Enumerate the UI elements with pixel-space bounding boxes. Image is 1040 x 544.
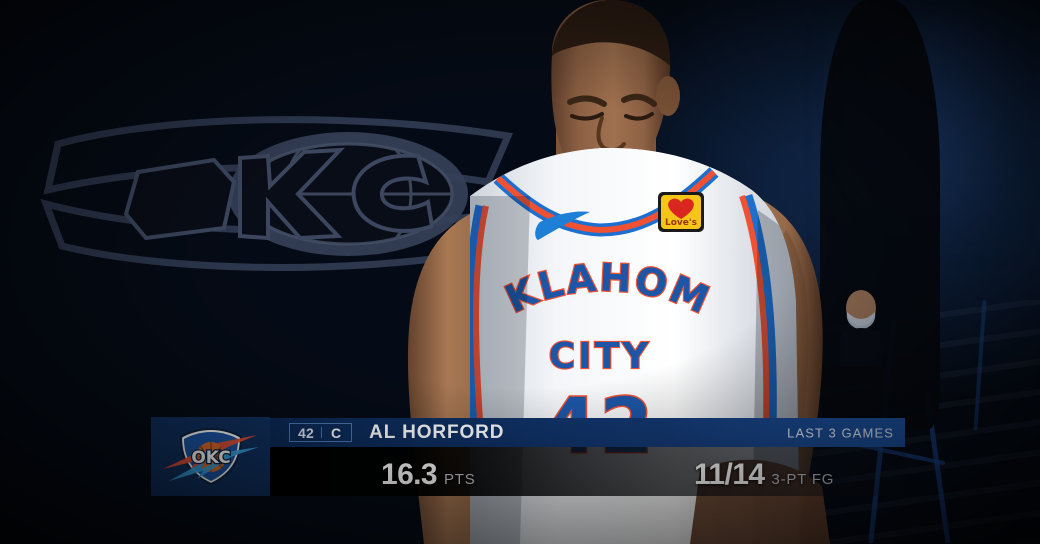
broadcast-frame: Love's OKLAHOMA CITY 42 bbox=[0, 0, 1040, 544]
vignette-overlay bbox=[0, 0, 1040, 544]
